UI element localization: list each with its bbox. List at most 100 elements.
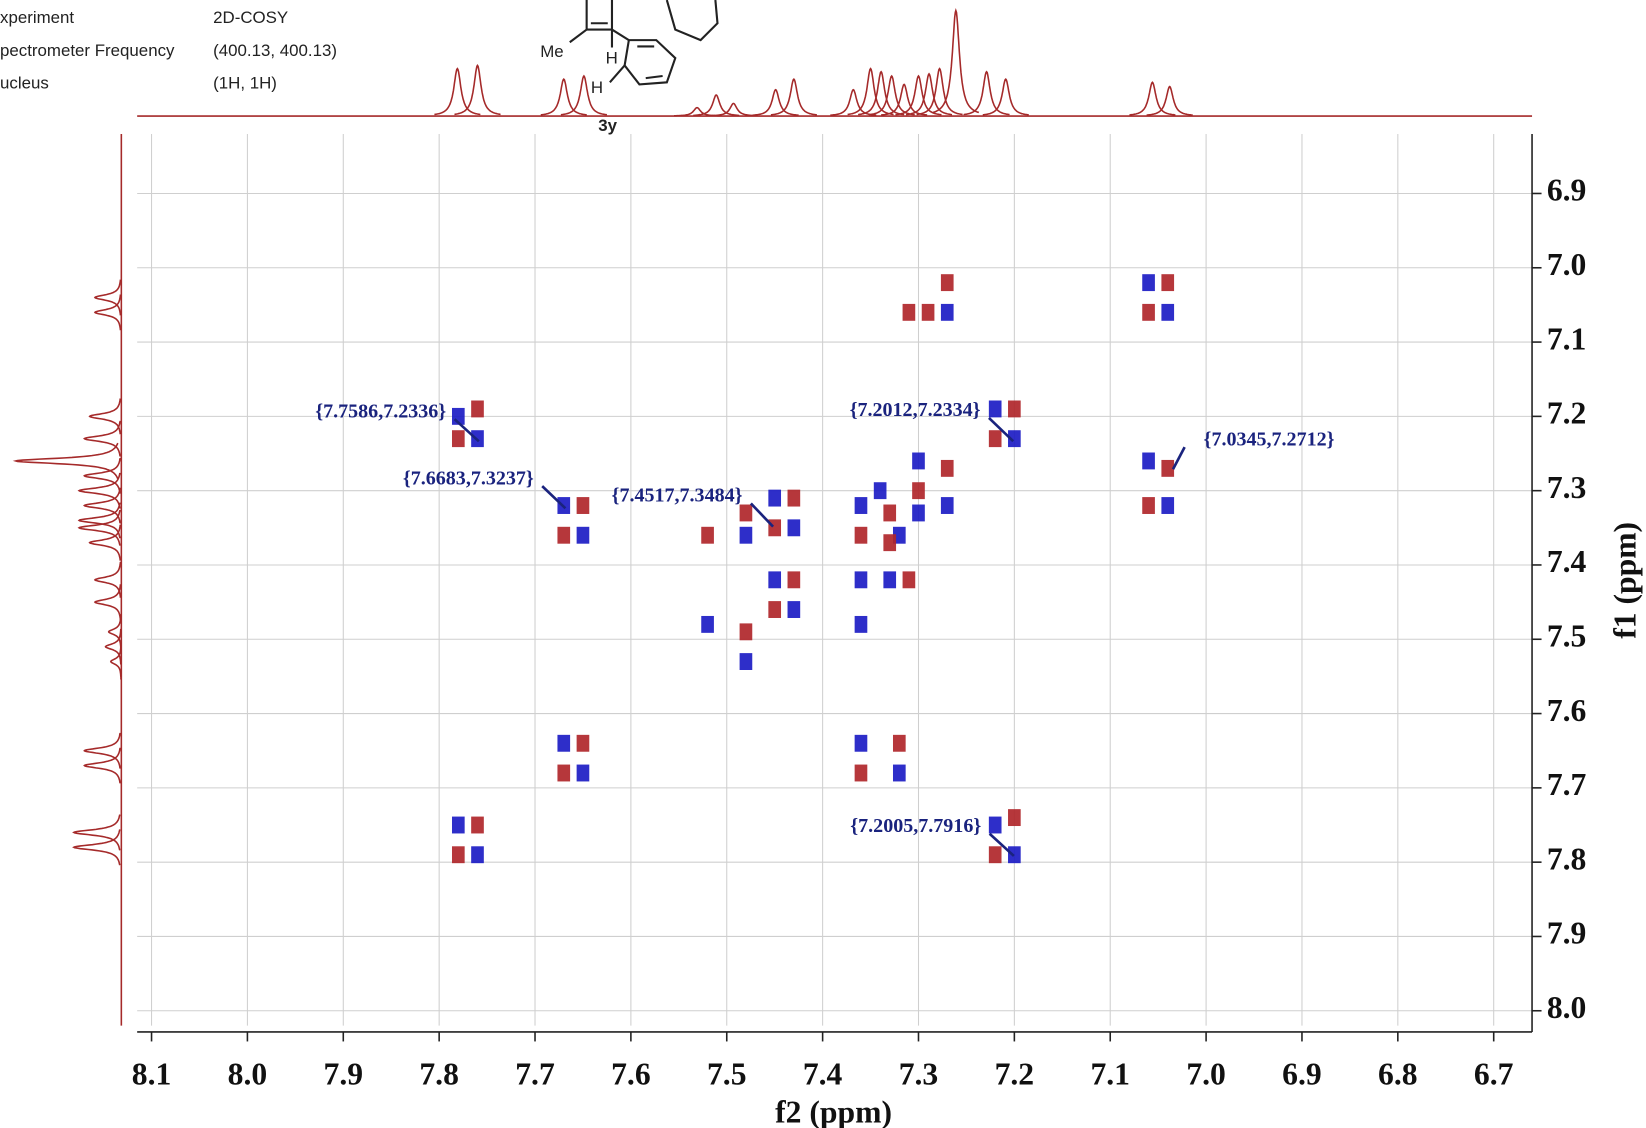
cross-peak	[739, 504, 753, 522]
cross-peak	[451, 846, 465, 864]
y-tick-label: 7.3	[1547, 470, 1587, 505]
annotation-label: {7.2005,7.7916}	[850, 815, 981, 837]
cross-peak	[576, 764, 590, 782]
cross-peak	[1161, 497, 1175, 514]
projection-peak	[109, 643, 122, 680]
bond	[609, 64, 626, 84]
cross-peak	[854, 526, 868, 544]
cross-peak	[576, 734, 590, 752]
cross-peak	[912, 452, 925, 470]
header-value: (1H, 1H)	[213, 74, 277, 93]
cross-peak	[873, 482, 887, 500]
cross-peak	[1161, 459, 1175, 477]
cross-peak	[787, 601, 801, 618]
cross-peak	[471, 400, 484, 418]
cross-peak	[940, 459, 954, 477]
header-key: ucleus	[0, 74, 49, 93]
annotation-arrow	[541, 485, 567, 510]
projection-peak	[752, 88, 799, 117]
header-key: xperiment	[0, 8, 74, 27]
annotation-arrow	[988, 832, 1015, 857]
annotation-arrow	[1171, 446, 1186, 470]
projection-peak	[83, 747, 121, 784]
x-tick-label: 7.3	[899, 1057, 939, 1092]
projection-peak	[88, 398, 122, 435]
projection-peak	[770, 77, 817, 116]
cross-peak	[471, 816, 484, 834]
x-tick-label: 7.2	[995, 1057, 1035, 1092]
projection-peak	[93, 279, 122, 316]
cross-peak	[739, 653, 753, 670]
projection-peak	[693, 94, 740, 117]
annotation-label: {7.7586,7.2336}	[315, 400, 446, 422]
header-key: pectrometer Frequency	[0, 41, 175, 60]
projection-peak	[932, 8, 980, 114]
x-tick-label: 7.6	[611, 1057, 651, 1092]
structure: Me H H 3y	[540, 0, 719, 135]
cross-peak	[892, 734, 906, 752]
ring	[623, 39, 677, 86]
cross-peak	[768, 571, 782, 589]
projection-peak	[857, 70, 905, 116]
ring	[665, 0, 719, 42]
x-tick-label: 7.8	[419, 1057, 459, 1092]
compound-label: 3y	[598, 116, 617, 135]
cross-peak	[902, 571, 916, 589]
projection-peak	[104, 628, 122, 665]
projection-peak	[1129, 81, 1176, 116]
y-tick-label: 7.6	[1547, 693, 1587, 728]
annotation-label: {7.4517,7.3484}	[612, 485, 743, 507]
cross-peak	[1142, 274, 1155, 292]
projection-peak	[72, 829, 121, 866]
cross-peak	[883, 534, 897, 552]
cross-peak	[883, 571, 897, 589]
projection-peak	[1146, 85, 1193, 116]
cross-peak	[557, 734, 571, 752]
cross-peak	[854, 734, 868, 752]
cross-peak	[1161, 303, 1175, 321]
cross-peak	[1008, 809, 1021, 827]
x-tick-label: 8.1	[132, 1057, 172, 1092]
cross-peak	[988, 430, 1002, 448]
cross-peak	[1142, 497, 1155, 514]
projection-peak	[83, 732, 121, 769]
header-value: 2D-COSY	[213, 8, 288, 27]
cross-peak	[768, 489, 782, 507]
y-tick-label: 7.1	[1547, 321, 1587, 356]
cross-peak	[471, 846, 484, 864]
cross-peak	[854, 497, 868, 514]
projection-peak	[982, 77, 1029, 116]
x-tick-label: 7.1	[1090, 1057, 1130, 1092]
annotation-arrow	[453, 418, 480, 443]
projection-peak	[847, 67, 894, 116]
projection-peak	[82, 457, 121, 494]
cross-peak	[854, 615, 868, 633]
cross-peak	[940, 303, 954, 321]
cross-peak	[883, 504, 897, 522]
projection-peak	[72, 814, 121, 851]
projection-peak	[434, 67, 481, 116]
projection-peak	[710, 102, 757, 117]
header-value: (400.13, 400.13)	[213, 41, 337, 60]
y-tick-label: 6.9	[1547, 173, 1587, 208]
cross-peak	[902, 303, 916, 321]
y-tick-label: 7.4	[1547, 544, 1587, 579]
cross-peak	[921, 303, 935, 321]
cross-peak	[701, 615, 714, 633]
projection-peak	[12, 442, 119, 480]
cross-peak	[787, 571, 801, 589]
cross-peak	[1008, 400, 1021, 418]
projection-peak	[906, 72, 953, 116]
bond	[569, 0, 630, 48]
cross-peak	[912, 482, 925, 500]
projection-peak	[93, 584, 122, 621]
annotation-arrow	[988, 417, 1015, 443]
projection-peak	[93, 294, 122, 331]
atom-label: Me	[540, 42, 563, 61]
cross-peak	[1161, 274, 1175, 292]
y-tick-label: 7.5	[1547, 619, 1587, 654]
cross-peak	[787, 519, 801, 537]
annotation-label: {7.0345,7.2712}	[1204, 428, 1335, 450]
annotation-label: {7.2012,7.2334}	[850, 399, 981, 421]
cross-peak	[701, 526, 714, 544]
